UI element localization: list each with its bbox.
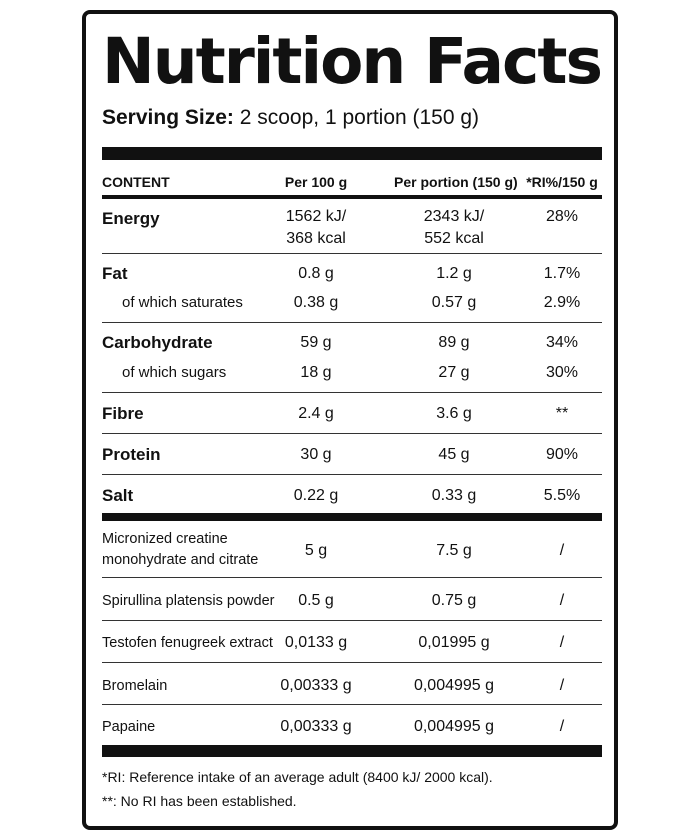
ingredient-ri-testofen: / (559, 634, 565, 651)
ingredient-name-creatine: Micronized creatine monohydrate and citr… (102, 531, 259, 568)
row-divider (102, 620, 602, 621)
nutrient-per100-sugars: 18 g (300, 364, 332, 381)
ingredient-per100-papaine: 0,00333 g (280, 718, 352, 735)
nutrient-portion-sugars: 27 g (438, 364, 470, 381)
ingredient-name-testofen: Testofen fenugreek extract (102, 635, 273, 651)
nutrient-portion-salt: 0.33 g (431, 487, 477, 504)
ingredient-ri-papaine: / (559, 718, 565, 735)
nutrient-portion-fat: 1.2 g (436, 265, 472, 282)
ingredient-ri-creatine: / (559, 542, 565, 559)
row-divider (102, 322, 602, 323)
nutrient-name-fat: Fat (102, 264, 128, 283)
nutrient-per100-saturates: 0.38 g (293, 294, 339, 311)
nutrient-per100-energy: 1562 kJ/ 368 kcal (285, 208, 347, 247)
ingredient-ri-spirullina: / (559, 592, 565, 609)
nutrient-per100-fibre: 2.4 g (298, 405, 334, 422)
nutrient-name-carbohydrate: Carbohydrate (102, 333, 213, 352)
ingredient-portion-testofen: 0,01995 g (418, 634, 490, 651)
nutrient-per100-salt: 0.22 g (293, 487, 339, 504)
nutrient-portion-carbohydrate: 89 g (438, 334, 470, 351)
nutrient-per100-carbohydrate: 59 g (300, 334, 332, 351)
nutrition-label: Nutrition Facts Serving Size: 2 scoop, 1… (82, 10, 618, 830)
nutrient-per100-fat: 0.8 g (298, 265, 334, 282)
serving-size-label: Serving Size: (102, 106, 234, 129)
nutrient-portion-fibre: 3.6 g (436, 405, 472, 422)
ingredient-per100-bromelain: 0,00333 g (280, 677, 352, 694)
column-header-per-portion: Per portion (150 g) (394, 174, 518, 190)
nutrient-per100-protein: 30 g (300, 446, 332, 463)
nutrient-ri-saturates: 2.9% (543, 294, 581, 311)
footnote-no-ri: **: No RI has been established. (102, 793, 297, 809)
row-divider (102, 577, 602, 578)
nutrient-name-energy: Energy (102, 209, 160, 228)
nutrient-name-protein: Protein (102, 445, 161, 464)
ingredient-portion-spirullina: 0.75 g (431, 592, 477, 609)
nutrient-portion-protein: 45 g (438, 446, 470, 463)
ingredient-per100-creatine: 5 g (304, 542, 328, 559)
ingredient-per100-testofen: 0,0133 g (284, 634, 348, 651)
ingredient-name-spirullina: Spirullina platensis powder (102, 593, 275, 609)
thick-divider-middle (102, 513, 602, 521)
ingredient-name-bromelain: Bromelain (102, 678, 168, 694)
nutrient-name-saturates: of which saturates (122, 294, 243, 311)
ingredient-ri-bromelain: / (559, 677, 565, 694)
ingredient-name-papaine: Papaine (102, 719, 156, 735)
nutrient-ri-carbohydrate: 34% (545, 334, 579, 351)
nutrient-ri-sugars: 30% (545, 364, 579, 381)
nutrient-name-sugars: of which sugars (122, 364, 227, 381)
ingredient-portion-bromelain: 0,004995 g (413, 677, 495, 694)
nutrient-name-fibre: Fibre (102, 404, 144, 423)
column-header-ri: *RI%/150 g (526, 174, 598, 190)
nutrient-ri-fibre: ** (555, 405, 569, 422)
nutrient-portion-saturates: 0.57 g (431, 294, 477, 311)
ingredient-per100-spirullina: 0.5 g (298, 592, 334, 609)
row-divider (102, 253, 602, 254)
row-divider (102, 433, 602, 434)
column-header-per-100g: Per 100 g (284, 174, 348, 190)
nutrient-ri-salt: 5.5% (543, 487, 581, 504)
nutrient-name-salt: Salt (102, 486, 134, 505)
label-title: Nutrition Facts (102, 25, 603, 98)
row-divider (102, 392, 602, 393)
row-divider (102, 474, 602, 475)
header-divider (102, 195, 602, 199)
thick-divider-bottom (102, 745, 602, 757)
serving-size: Serving Size: 2 scoop, 1 portion (150 g) (102, 106, 479, 130)
ingredient-portion-creatine: 7.5 g (436, 542, 472, 559)
thick-divider-top (102, 147, 602, 160)
nutrient-ri-fat: 1.7% (543, 265, 581, 282)
nutrient-ri-protein: 90% (545, 446, 579, 463)
nutrient-portion-energy: 2343 kJ/ 552 kcal (423, 208, 485, 247)
footnote-ri: *RI: Reference intake of an average adul… (102, 769, 493, 785)
column-header-content: CONTENT (102, 174, 170, 190)
ingredient-portion-papaine: 0,004995 g (413, 718, 495, 735)
row-divider (102, 704, 602, 705)
serving-size-value: 2 scoop, 1 portion (150 g) (239, 106, 480, 129)
row-divider (102, 662, 602, 663)
nutrient-ri-energy: 28% (545, 208, 579, 225)
